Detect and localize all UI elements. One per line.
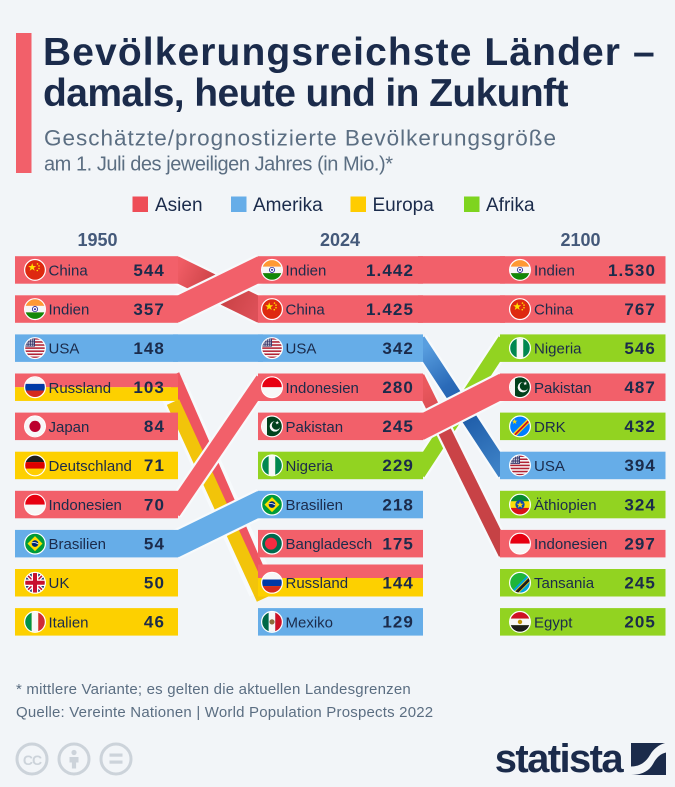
- svg-text:245: 245: [624, 574, 656, 593]
- svg-text:DRK: DRK: [534, 419, 566, 436]
- svg-text:Brasilien: Brasilien: [49, 536, 107, 553]
- svg-text:damals, heute und in Zukunft: damals, heute und in Zukunft: [43, 72, 568, 115]
- svg-text:Geschätzte/prognostizierte Bev: Geschätzte/prognostizierte Bevölkerungsg…: [44, 126, 557, 151]
- svg-text:205: 205: [624, 613, 656, 632]
- svg-text:546: 546: [624, 339, 656, 358]
- svg-text:487: 487: [624, 378, 656, 397]
- svg-text:245: 245: [382, 417, 414, 436]
- svg-text:Bangladesch: Bangladesch: [286, 536, 373, 553]
- svg-text:Quelle: Vereinte Nationen | Wo: Quelle: Vereinte Nationen | World Popula…: [16, 704, 433, 721]
- svg-text:1.530: 1.530: [608, 261, 656, 280]
- svg-text:Russland: Russland: [49, 380, 112, 397]
- svg-text:Egypt: Egypt: [534, 614, 573, 631]
- svg-text:324: 324: [624, 495, 656, 514]
- svg-text:544: 544: [133, 261, 165, 280]
- svg-text:218: 218: [382, 495, 414, 514]
- svg-text:71: 71: [144, 456, 165, 475]
- svg-text:CC: CC: [23, 752, 42, 768]
- svg-text:China: China: [534, 302, 574, 319]
- svg-text:54: 54: [144, 534, 165, 553]
- svg-text:148: 148: [133, 339, 165, 358]
- svg-text:70: 70: [144, 495, 165, 514]
- svg-text:432: 432: [624, 417, 656, 436]
- svg-text:statista: statista: [495, 737, 625, 781]
- svg-text:1.442: 1.442: [366, 261, 414, 280]
- svg-text:Brasilien: Brasilien: [286, 497, 344, 514]
- svg-text:Tansania: Tansania: [534, 575, 595, 592]
- svg-text:Asien: Asien: [155, 195, 203, 216]
- svg-text:China: China: [286, 302, 326, 319]
- svg-text:297: 297: [624, 534, 656, 553]
- svg-text:767: 767: [624, 300, 656, 319]
- svg-text:Amerika: Amerika: [253, 195, 323, 216]
- svg-text:129: 129: [382, 613, 414, 632]
- svg-text:Nigeria: Nigeria: [286, 458, 334, 475]
- svg-text:144: 144: [382, 574, 414, 593]
- svg-text:UK: UK: [49, 575, 70, 592]
- svg-text:Indien: Indien: [49, 302, 90, 319]
- svg-text:2100: 2100: [560, 230, 600, 250]
- svg-text:USA: USA: [286, 341, 317, 358]
- svg-text:Deutschland: Deutschland: [49, 458, 132, 475]
- svg-text:Indien: Indien: [534, 262, 575, 279]
- svg-text:280: 280: [382, 378, 414, 397]
- svg-text:50: 50: [144, 574, 165, 593]
- svg-text:Indonesien: Indonesien: [286, 380, 359, 397]
- svg-text:Pakistan: Pakistan: [286, 419, 344, 436]
- svg-text:* mittlere Variante; es gelten: * mittlere Variante; es gelten die aktue…: [16, 681, 411, 698]
- svg-text:Äthiopien: Äthiopien: [534, 497, 597, 514]
- svg-text:USA: USA: [534, 458, 565, 475]
- svg-text:46: 46: [144, 613, 165, 632]
- svg-text:Indonesien: Indonesien: [49, 497, 122, 514]
- svg-text:Italien: Italien: [49, 614, 89, 631]
- svg-text:Europa: Europa: [373, 195, 435, 216]
- svg-text:229: 229: [382, 456, 414, 475]
- svg-text:175: 175: [382, 534, 414, 553]
- svg-text:USA: USA: [49, 341, 80, 358]
- svg-text:Japan: Japan: [49, 419, 90, 436]
- svg-text:1.425: 1.425: [366, 300, 414, 319]
- svg-text:Russland: Russland: [286, 575, 349, 592]
- svg-text:China: China: [49, 262, 89, 279]
- svg-text:357: 357: [133, 300, 165, 319]
- svg-text:Pakistan: Pakistan: [534, 380, 592, 397]
- svg-text:394: 394: [624, 456, 656, 475]
- svg-text:84: 84: [144, 417, 165, 436]
- svg-text:Mexiko: Mexiko: [286, 614, 334, 631]
- svg-text:am 1. Juli des jeweiligen Jahr: am 1. Juli des jeweiligen Jahres (in Mio…: [44, 154, 393, 176]
- svg-text:Bevölkerungsreichste Länder –: Bevölkerungsreichste Länder –: [43, 31, 656, 74]
- svg-text:342: 342: [382, 339, 414, 358]
- svg-text:Nigeria: Nigeria: [534, 341, 582, 358]
- svg-text:1950: 1950: [77, 230, 117, 250]
- svg-text:Indonesien: Indonesien: [534, 536, 607, 553]
- svg-text:Afrika: Afrika: [486, 195, 535, 216]
- svg-text:Indien: Indien: [286, 262, 327, 279]
- svg-text:103: 103: [133, 378, 165, 397]
- svg-text:2024: 2024: [320, 230, 360, 250]
